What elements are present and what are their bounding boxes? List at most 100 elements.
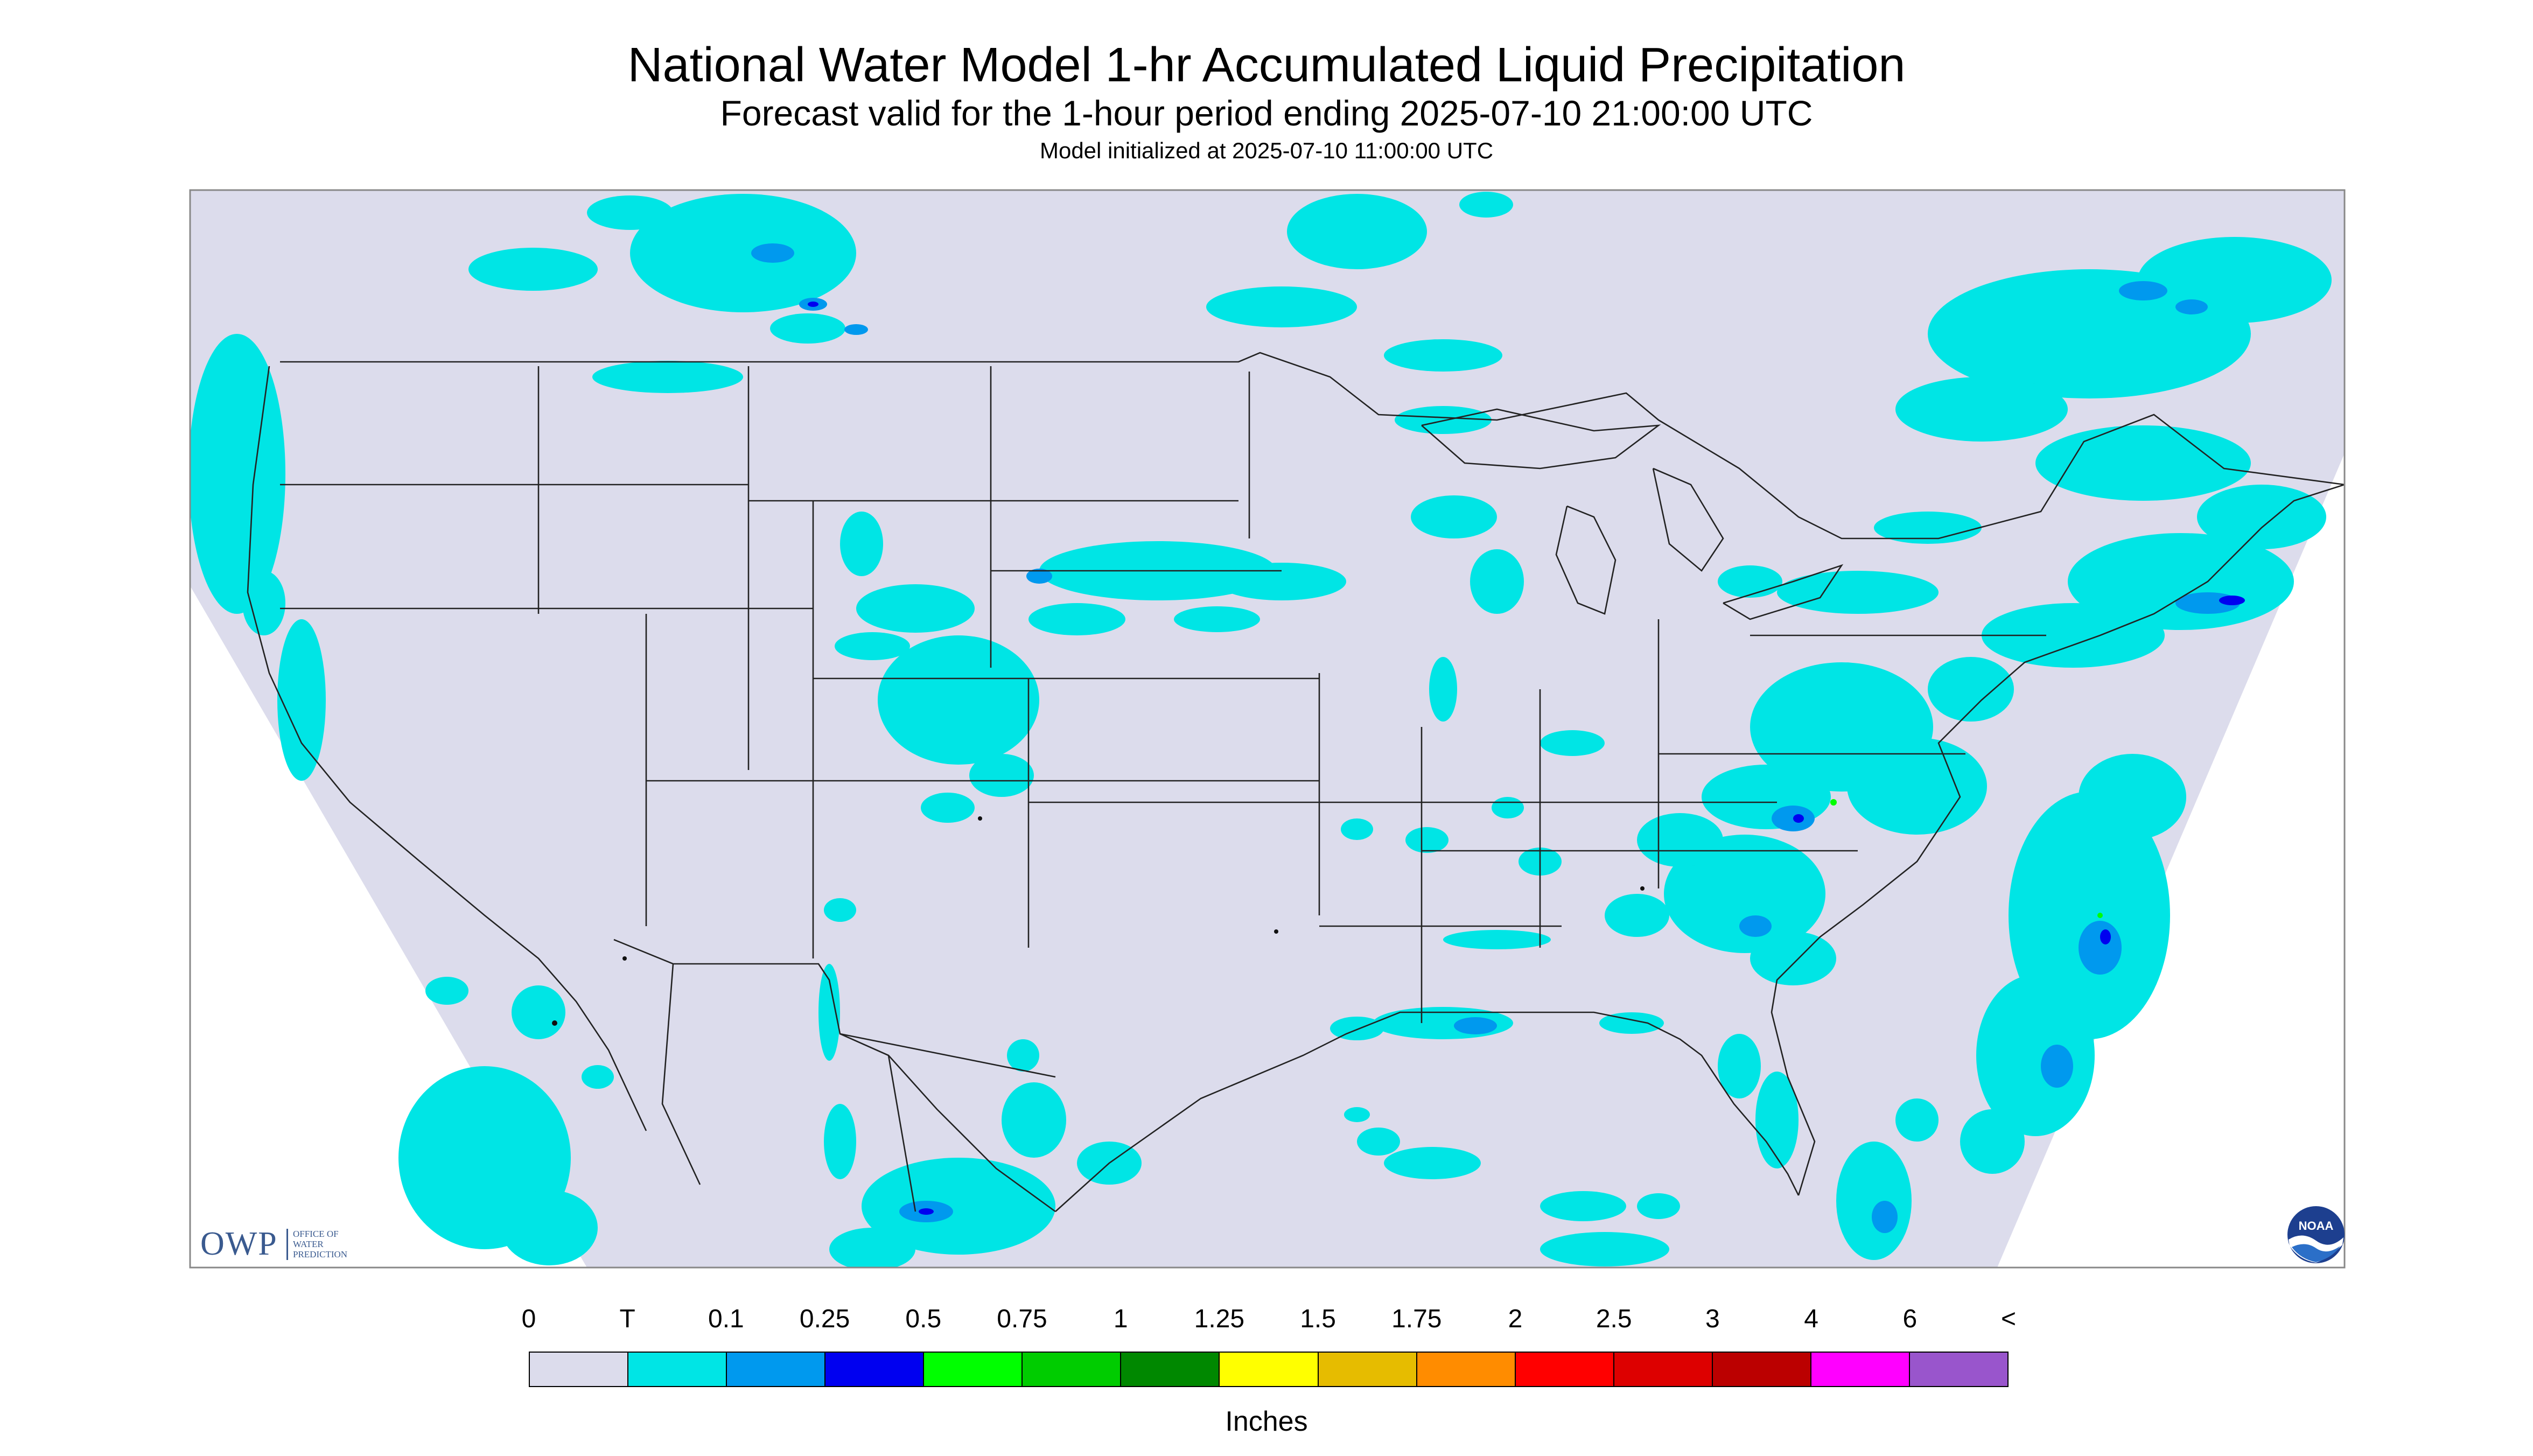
model-init-line: Model initialized at 2025-07-10 11:00:00…	[1039, 138, 1494, 163]
us-canada-border	[280, 352, 2345, 540]
legend-tick-label: 0.25	[799, 1305, 850, 1333]
city-marker	[1640, 886, 1645, 891]
precip-cell-gulf-coast	[1330, 1017, 1384, 1040]
precip-cell-rockies	[856, 584, 975, 633]
precip-cell-canada-west	[770, 313, 845, 344]
mexico-state-line	[839, 1033, 1056, 1078]
precip-cell-great-lakes	[1777, 571, 1939, 614]
precip-cell-great-plains	[1341, 818, 1373, 840]
legend-swatch	[1811, 1353, 1910, 1386]
precip-cell-pacific-mexico	[512, 985, 565, 1039]
precip-cell-mexico	[824, 1104, 856, 1179]
precip-cell-great-plains	[1540, 730, 1605, 756]
precip-cell-new-england	[2197, 485, 2326, 549]
precip-cell-pacific-mexico	[501, 1190, 598, 1265]
legend-tick-label: 0.5	[905, 1305, 942, 1333]
precip-cell-montana-nd	[1384, 339, 1502, 372]
precip-cell-moderate	[2175, 299, 2208, 314]
precip-cell-moderate	[751, 243, 794, 263]
precip-cell-gulf	[1357, 1128, 1400, 1156]
precip-cell-montana-nd	[1287, 194, 1427, 269]
legend-tick-label: 6	[1902, 1305, 1918, 1333]
precip-cell-pacific-mexico	[582, 1065, 614, 1089]
legend-colorbar	[529, 1352, 2009, 1387]
legend-tick-label: <	[2000, 1305, 2017, 1333]
legend-tick-label: 1	[1113, 1305, 1128, 1333]
precip-cell-rockies	[969, 754, 1034, 797]
precip-cell-nebraska	[1217, 563, 1346, 600]
precip-cell-great-plains	[1405, 827, 1449, 853]
precip-cell-florida	[1755, 1072, 1799, 1168]
precip-cell-mexico	[1002, 1082, 1066, 1158]
legend-swatch	[1318, 1353, 1417, 1386]
legend-swatch	[1515, 1353, 1614, 1386]
legend-swatch	[1023, 1353, 1122, 1386]
precip-cell-rockies	[824, 898, 856, 922]
legend-tick-label: 1.75	[1391, 1305, 1442, 1333]
precip-cell-canada-west	[468, 248, 598, 291]
precip-cell-rockies	[921, 793, 975, 823]
precip-cell-carolinas	[1750, 932, 1836, 985]
precip-cell-mid-atlantic	[1847, 738, 1987, 835]
map-frame	[189, 189, 2346, 1269]
owp-logo-divider	[286, 1229, 288, 1260]
lake-michigan	[1555, 505, 1617, 615]
precip-cell-great-lakes	[1718, 565, 1782, 598]
gulf-coast	[1055, 1011, 1800, 1212]
legend-swatch	[1220, 1353, 1319, 1386]
lake-erie	[1723, 564, 1844, 620]
precip-cell-bahamas	[1836, 1142, 1912, 1260]
precip-cell-gulf	[1384, 1147, 1481, 1179]
precip-cell-montana-nd	[1206, 286, 1357, 327]
legend-swatch	[1909, 1353, 2007, 1386]
precip-cell-ontario-quebec	[2035, 425, 2251, 501]
noaa-logo: NOAA	[2287, 1206, 2345, 1263]
precip-cell-pacific-mexico	[425, 977, 468, 1005]
precip-cell-heavy	[919, 1208, 934, 1215]
owp-logo: OWP OFFICE OF WATER PREDICTION	[200, 1223, 373, 1266]
city-marker	[1274, 929, 1278, 934]
city-marker	[552, 1020, 557, 1026]
lake-superior	[1421, 408, 1661, 470]
precip-cell-moderate	[1739, 915, 1772, 937]
legend-tick-label: 1.5	[1300, 1305, 1336, 1333]
precip-cell-nebraska	[1028, 603, 1125, 635]
precip-cell-carolinas	[1664, 835, 1825, 953]
legend-tick-label: 4	[1804, 1305, 1818, 1333]
precip-cell-moderate	[844, 324, 868, 335]
precip-cell-canada-west	[592, 361, 743, 393]
precip-cell-gulf-coast	[1443, 930, 1551, 949]
owp-logo-letters: OWP	[200, 1226, 278, 1262]
precip-cell-ontario-quebec	[2138, 237, 2332, 323]
mexico-state-line	[887, 1055, 916, 1212]
mexico-state-line	[661, 963, 701, 1185]
city-marker	[978, 816, 982, 821]
legend-tick-label: 0.75	[997, 1305, 1047, 1333]
precip-cell-carolinas	[1605, 894, 1669, 937]
precip-cell-pacific-nw	[242, 571, 285, 635]
legend-swatch	[825, 1353, 925, 1386]
precip-cell-moderate	[1454, 1017, 1497, 1034]
precip-cell-very-heavy	[1830, 799, 1837, 806]
precip-cell-new-england	[1982, 603, 2165, 668]
legend-tick-label: 0	[521, 1305, 536, 1333]
precip-cell-bahamas	[1895, 1098, 1939, 1142]
legend-swatch	[1121, 1353, 1220, 1386]
legend-swatch	[924, 1353, 1023, 1386]
precip-cell-montana-nd	[1459, 192, 1513, 218]
legend-swatch	[530, 1353, 629, 1386]
precip-cell-nebraska	[1174, 606, 1260, 632]
noaa-logo-text: NOAA	[2299, 1219, 2334, 1233]
precip-cell-moderate	[2041, 1045, 2073, 1088]
precip-cell-great-lakes	[1874, 512, 1982, 544]
precip-cell-canada-west	[630, 194, 856, 312]
precip-cell-heavy	[2100, 929, 2111, 944]
precip-cell-gulf	[1344, 1107, 1370, 1122]
precip-cell-heavy	[808, 302, 818, 307]
city-marker	[622, 956, 627, 961]
precip-cell-wisconsin	[1411, 495, 1497, 538]
precip-cell-wisconsin	[1429, 657, 1457, 722]
lake-huron	[1652, 467, 1724, 572]
owp-logo-line: WATER	[293, 1239, 324, 1249]
precip-cell-rockies	[840, 512, 883, 576]
